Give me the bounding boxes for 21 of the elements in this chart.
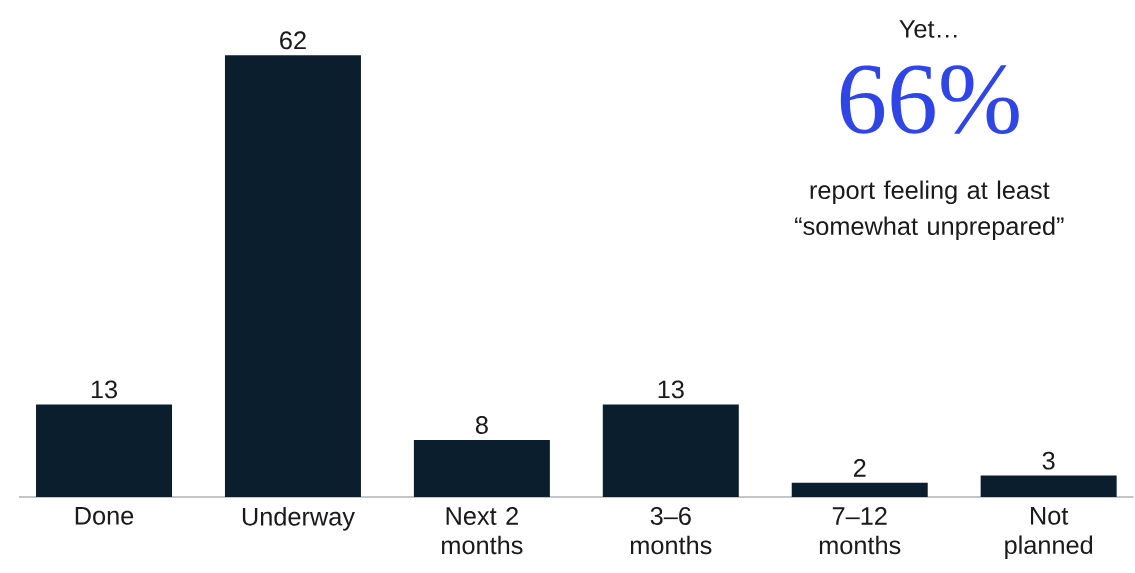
data-label: 8	[475, 416, 488, 434]
data-label: 13	[91, 380, 117, 399]
bar	[791, 482, 928, 497]
data-label: 13	[658, 380, 684, 399]
x-tick-label: Not planned	[1005, 507, 1093, 560]
bar	[36, 404, 173, 497]
annotation: report feeling at least “somewhat unprepared”	[795, 180, 1064, 241]
x-tick-label: Underway	[242, 507, 355, 531]
bar	[980, 475, 1117, 497]
x-tick-label: Done	[75, 507, 134, 525]
data-label: 2	[853, 459, 866, 477]
text: Yet…	[899, 20, 957, 38]
bar	[224, 55, 361, 497]
annotation: 66%	[840, 65, 1019, 135]
data-label: 3	[1042, 451, 1055, 470]
x-tick-label: 3–6 months	[630, 507, 712, 555]
bar	[602, 404, 739, 497]
x-tick-label: Next 2 months	[442, 507, 523, 555]
data-label: 62	[280, 31, 306, 50]
bar	[413, 440, 550, 497]
x-tick-label: 7–12 months	[819, 507, 901, 555]
